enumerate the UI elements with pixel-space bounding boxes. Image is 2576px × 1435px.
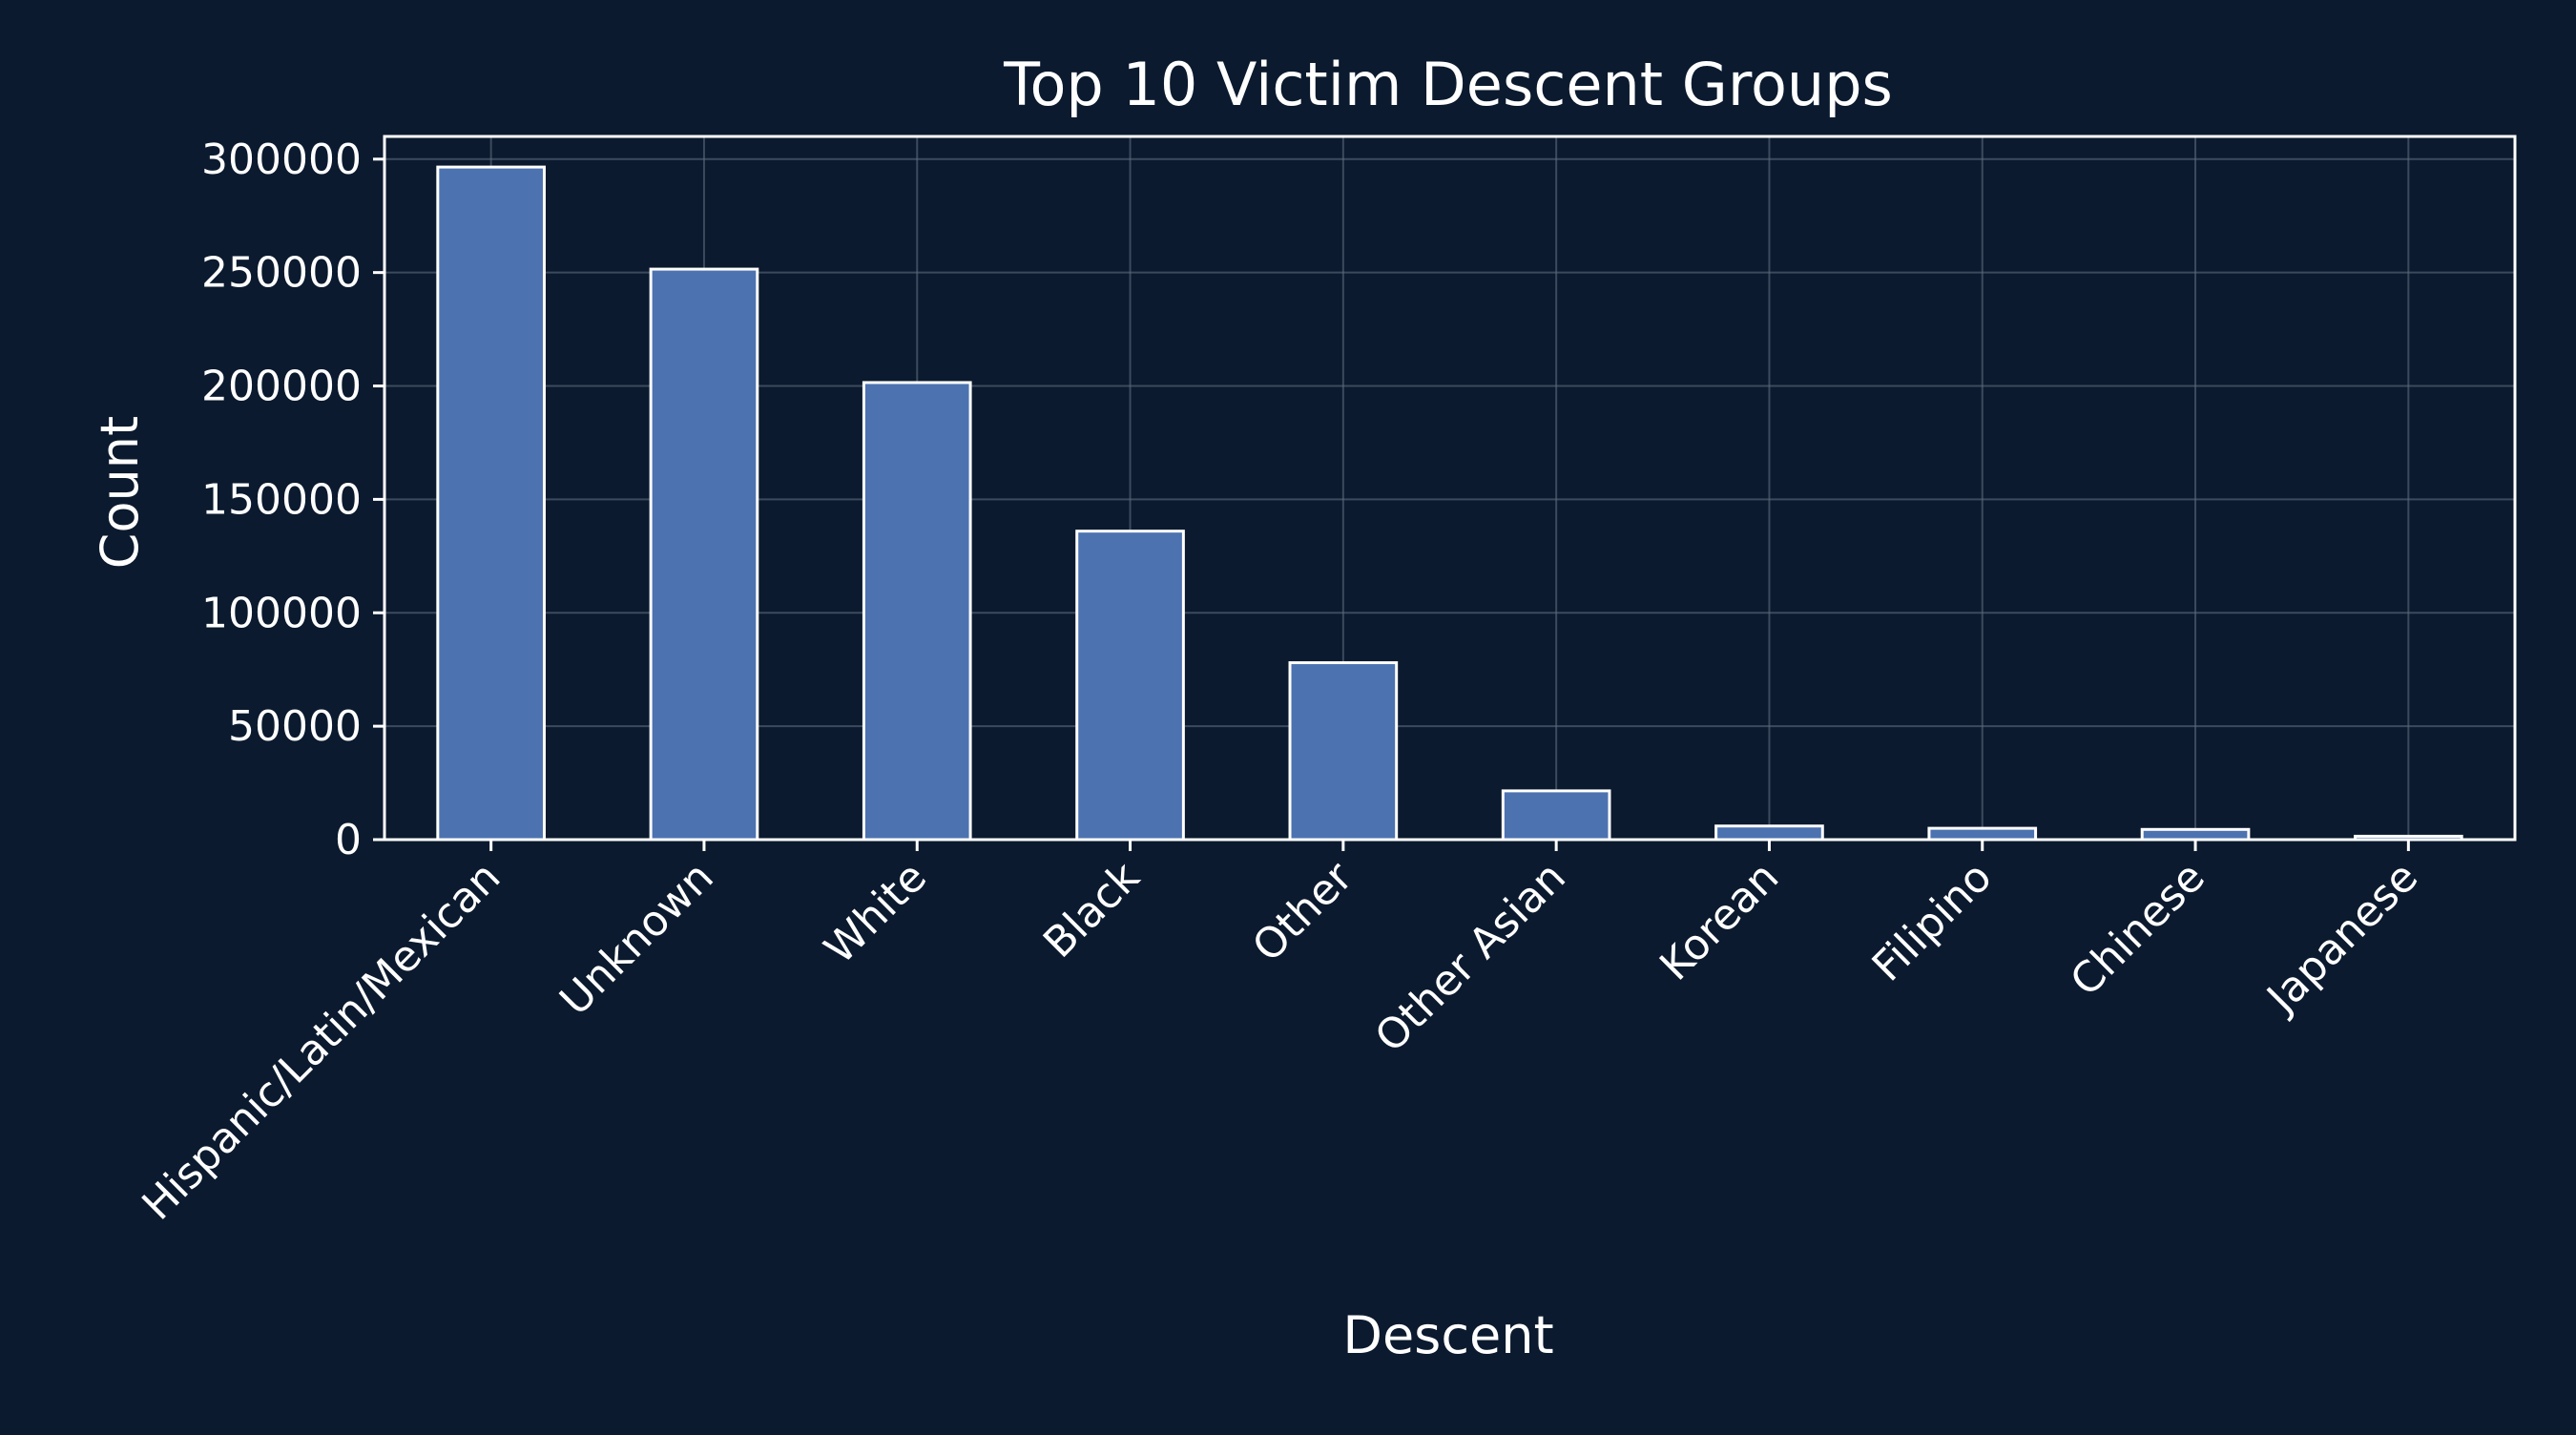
y-axis-label: Count	[90, 416, 150, 569]
bar-black	[1075, 530, 1185, 842]
bar-filipino	[1927, 826, 2038, 842]
y-tick-label: 200000	[201, 363, 362, 411]
bar-korean	[1714, 824, 1824, 842]
x-tick-label: Chinese	[2061, 853, 2213, 1006]
y-tick-label: 250000	[201, 249, 362, 298]
x-tick-label: Japanese	[2256, 853, 2427, 1024]
x-axis-label: Descent	[1342, 1305, 1553, 1365]
x-tick-label: White	[815, 853, 936, 974]
x-axis-ticks: Hispanic/Latin/Mexican Unknown White Black O…	[134, 840, 2427, 1230]
y-tick-label: 100000	[201, 589, 362, 637]
bar-white	[862, 381, 972, 842]
x-tick-label: Filipino	[1863, 853, 2002, 991]
y-tick-label: 150000	[201, 475, 362, 524]
y-tick-label: 300000	[201, 135, 362, 184]
y-axis-ticks: 0 50000 100000 150000 200000 250000 300000	[201, 135, 384, 864]
bar-unknown	[649, 267, 759, 842]
y-tick-label: 0	[335, 816, 362, 864]
x-tick-label: Other Asian	[1366, 853, 1575, 1062]
x-tick-label: Black	[1034, 852, 1150, 967]
bar-chinese	[2140, 827, 2251, 842]
x-tick-label: Other	[1243, 852, 1362, 971]
x-tick-label: Hispanic/Latin/Mexican	[134, 853, 510, 1230]
bar-other-asian	[1501, 789, 1611, 842]
y-tick-label: 50000	[228, 702, 362, 751]
bars	[436, 165, 2463, 842]
x-tick-label: Korean	[1651, 853, 1788, 990]
plot-frame	[383, 135, 2517, 842]
bar-other	[1288, 661, 1399, 842]
bar-hispanic-latin-mexican	[436, 165, 546, 842]
x-tick-label: Unknown	[551, 853, 723, 1026]
chart-title: Top 10 Victim Descent Groups	[1003, 50, 1893, 119]
